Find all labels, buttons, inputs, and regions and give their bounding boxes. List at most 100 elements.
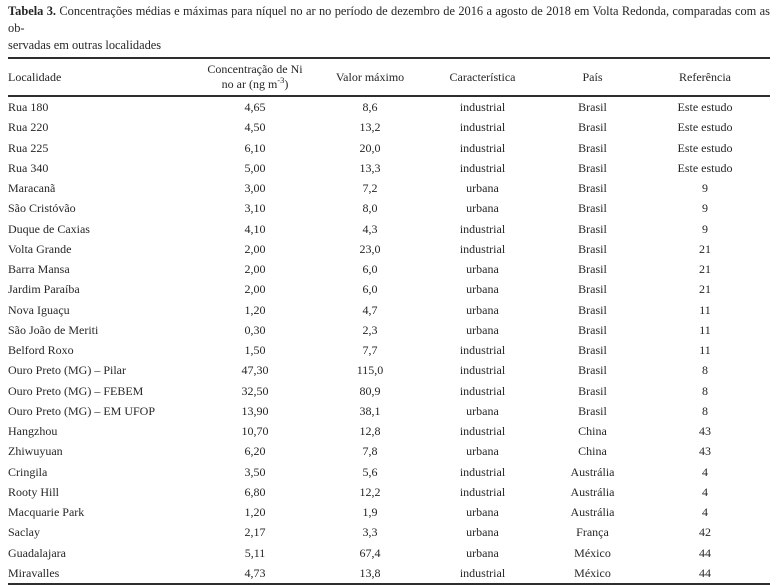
- cell-localidade: Rua 220: [8, 120, 49, 135]
- cell-localidade: Volta Grande: [8, 241, 72, 256]
- table-row: Volta Grande 2,00 23,0 industrial Brasil 21: [8, 239, 770, 259]
- cell-concentracao: 0,30: [244, 322, 266, 337]
- cell-caracteristica: urbana: [466, 181, 499, 195]
- cell-pais: México: [574, 565, 611, 580]
- cell-pais: Brasil: [578, 221, 607, 236]
- cell-localidade: Ouro Preto (MG) – Pilar: [8, 363, 126, 378]
- cell-concentracao: 4,65: [244, 100, 266, 114]
- cell-pais: Brasil: [578, 201, 607, 216]
- table-row: Barra Mansa 2,00 6,0 urbana Brasil 21: [8, 259, 770, 279]
- cell-concentracao: 1,20: [244, 302, 266, 317]
- header-pais: País: [545, 58, 640, 97]
- cell-localidade: Cringila: [8, 464, 48, 479]
- cell-localidade: Belford Roxo: [8, 343, 74, 357]
- table-row: São João de Meriti 0,30 2,3 urbana Brasil 11: [8, 320, 770, 340]
- cell-valor-maximo: 12,8: [359, 424, 381, 438]
- cell-valor-maximo: 20,0: [359, 140, 381, 155]
- cell-valor-maximo: 7,7: [362, 343, 378, 357]
- cell-valor-maximo: 80,9: [359, 383, 381, 398]
- table-caption: Tabela 3. Concentrações médias e máximas…: [8, 3, 770, 54]
- cell-caracteristica: industrial: [459, 160, 506, 175]
- cell-referencia: Este estudo: [677, 140, 733, 155]
- cell-concentracao: 5,00: [244, 160, 266, 175]
- cell-referencia: 11: [699, 302, 711, 317]
- cell-valor-maximo: 3,3: [362, 525, 378, 540]
- cell-caracteristica: industrial: [459, 383, 506, 398]
- cell-valor-maximo: 8,6: [362, 100, 378, 114]
- table-row: Hangzhou 10,70 12,8 industrial China 43: [8, 421, 770, 441]
- cell-localidade: Rua 340: [8, 160, 49, 175]
- cell-caracteristica: industrial: [459, 120, 506, 135]
- table-row: Rua 180 4,65 8,6 industrial Brasil Este estud…: [8, 96, 770, 117]
- cell-caracteristica: urbana: [466, 505, 499, 519]
- cell-referencia: 4: [702, 484, 708, 499]
- cell-concentracao: 13,90: [241, 403, 269, 418]
- cell-referencia: Este estudo: [677, 160, 733, 175]
- cell-referencia: 9: [702, 201, 708, 216]
- cell-concentracao: 2,17: [244, 525, 266, 540]
- cell-localidade: Ouro Preto (MG) – FEBEM: [8, 383, 144, 398]
- cell-caracteristica: industrial: [459, 343, 506, 357]
- cell-concentracao: 2,00: [244, 282, 266, 297]
- cell-valor-maximo: 67,4: [359, 545, 381, 560]
- cell-pais: Brasil: [578, 262, 607, 276]
- cell-pais: Brasil: [578, 282, 607, 297]
- cell-caracteristica: industrial: [459, 140, 506, 155]
- cell-concentracao: 2,00: [244, 262, 266, 276]
- cell-caracteristica: industrial: [459, 464, 506, 479]
- table-row: Duque de Caxias 4,10 4,3 industrial Brasil 9: [8, 219, 770, 239]
- cell-pais: Austrália: [570, 484, 615, 499]
- cell-localidade: Hangzhou: [8, 424, 58, 438]
- cell-caracteristica: industrial: [459, 565, 506, 580]
- cell-concentracao: 32,50: [241, 383, 269, 398]
- cell-localidade: Barra Mansa: [8, 262, 70, 276]
- cell-localidade: Saclay: [8, 525, 40, 540]
- cell-caracteristica: urbana: [466, 444, 499, 459]
- cell-valor-maximo: 6,0: [362, 262, 378, 276]
- cell-concentracao: 6,20: [244, 444, 266, 459]
- cell-concentracao: 10,70: [241, 424, 269, 438]
- cell-valor-maximo: 6,0: [362, 282, 378, 297]
- cell-valor-maximo: 7,2: [362, 181, 378, 195]
- cell-valor-maximo: 13,2: [359, 120, 381, 135]
- cell-concentracao: 2,00: [244, 241, 266, 256]
- cell-referencia: 8: [702, 383, 708, 398]
- header-concentracao: Concentração de Ni no ar (ng m-3): [190, 58, 320, 97]
- cell-valor-maximo: 12,2: [359, 484, 381, 499]
- cell-localidade: Maracanã: [8, 181, 56, 195]
- cell-pais: Brasil: [578, 100, 607, 114]
- cell-concentracao: 3,10: [244, 201, 266, 216]
- cell-referencia: 44: [699, 545, 711, 560]
- table-row: Ouro Preto (MG) – Pilar 47,30 115,0 industr…: [8, 360, 770, 380]
- cell-caracteristica: urbana: [466, 302, 499, 317]
- header-concentracao-superscript: -3: [277, 75, 285, 85]
- cell-localidade: Jardim Paraíba: [8, 282, 80, 297]
- table-row: Miravalles 4,73 13,8 industrial México 44: [8, 563, 770, 584]
- cell-concentracao: 6,10: [244, 140, 266, 155]
- cell-valor-maximo: 115,0: [356, 363, 384, 378]
- cell-caracteristica: urbana: [466, 545, 499, 560]
- header-row: Localidade Concentração de Ni no ar (ng m…: [8, 58, 770, 97]
- cell-caracteristica: industrial: [459, 484, 506, 499]
- cell-referencia: 4: [702, 464, 708, 479]
- cell-pais: China: [578, 424, 607, 438]
- cell-valor-maximo: 23,0: [359, 241, 381, 256]
- cell-concentracao: 4,50: [244, 120, 266, 135]
- table-row: São Cristóvão 3,10 8,0 urbana Brasil 9: [8, 198, 770, 218]
- table-row: Cringila 3,50 5,6 industrial Austrália 4: [8, 462, 770, 482]
- header-concentracao-line2: no ar (ng m: [221, 77, 278, 91]
- cell-pais: Brasil: [578, 140, 607, 155]
- cell-valor-maximo: 8,0: [362, 201, 378, 216]
- nickel-concentration-table: Localidade Concentração de Ni no ar (ng m…: [8, 57, 770, 585]
- cell-valor-maximo: 2,3: [362, 322, 378, 337]
- cell-localidade: Ouro Preto (MG) – EM UFOP: [8, 403, 155, 418]
- cell-localidade: Zhiwuyuan: [8, 444, 63, 459]
- table-row: Rua 220 4,50 13,2 industrial Brasil Este estu…: [8, 117, 770, 137]
- cell-localidade: São Cristóvão: [8, 201, 76, 216]
- table-row: Saclay 2,17 3,3 urbana França 42: [8, 522, 770, 542]
- cell-pais: México: [574, 545, 611, 560]
- cell-concentracao: 3,50: [244, 464, 266, 479]
- table-caption-text-line2: servadas em outras localidades: [8, 38, 162, 52]
- cell-caracteristica: industrial: [459, 241, 506, 256]
